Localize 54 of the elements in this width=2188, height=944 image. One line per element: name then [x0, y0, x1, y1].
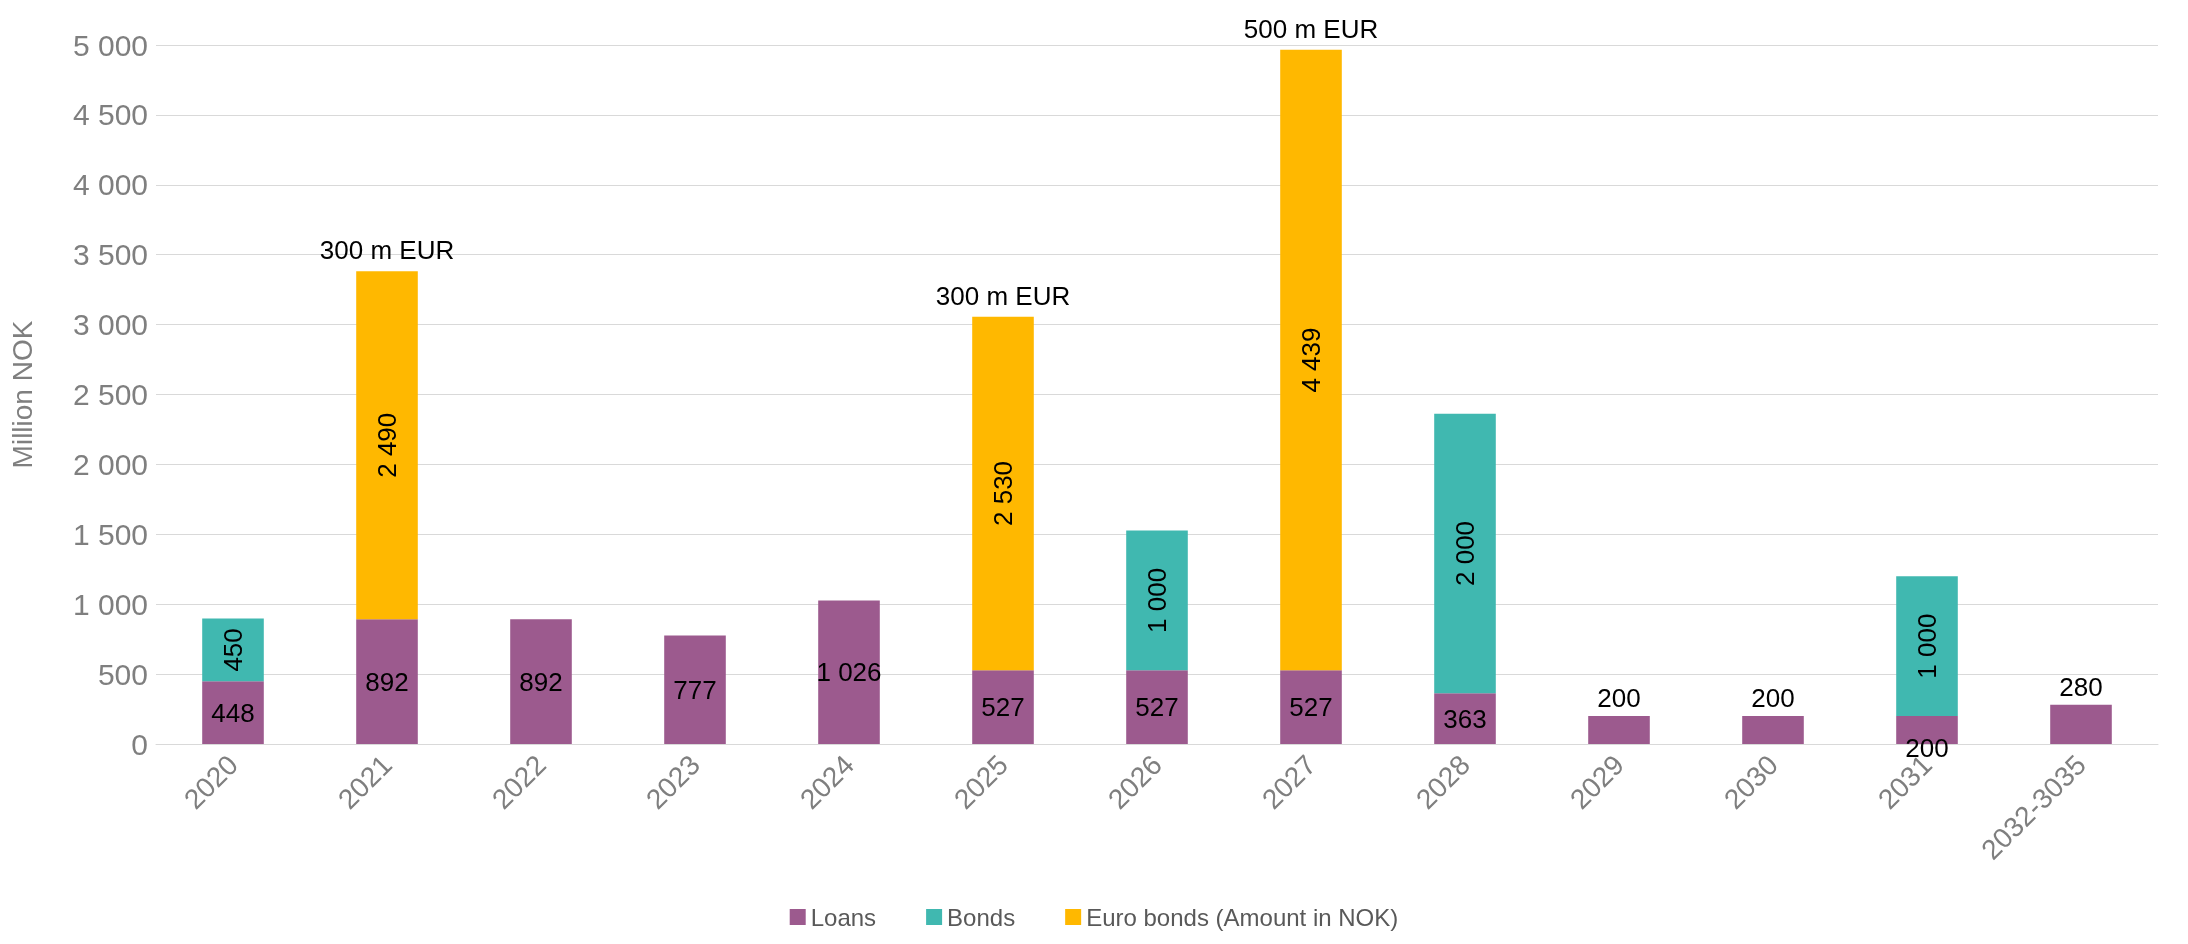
y-tick-label: 1 500	[72, 517, 148, 551]
annotation: 500 m EUR	[1243, 13, 1379, 44]
bar	[972, 670, 1034, 744]
bar	[1280, 670, 1342, 744]
data-label: 2 490	[372, 412, 402, 478]
annotation: 300 m EUR	[935, 280, 1071, 311]
legend-label: Bonds	[947, 903, 1016, 931]
data-label: 363	[1443, 703, 1487, 734]
data-label: 527	[1289, 692, 1333, 723]
data-label: 200	[1597, 683, 1641, 714]
legend-label: Loans	[810, 903, 877, 931]
bar	[510, 619, 572, 744]
data-label: 2 530	[988, 460, 1018, 527]
bar	[1896, 576, 1958, 717]
data-label: 1 000	[1142, 567, 1172, 633]
data-label: 527	[981, 692, 1025, 723]
data-label: 448	[211, 697, 255, 728]
y-tick-label: 5 000	[72, 28, 148, 62]
bar	[202, 618, 264, 682]
y-tick-label: 3 500	[72, 238, 148, 272]
bar	[972, 316, 1034, 671]
data-label: 892	[519, 666, 563, 697]
bar	[1280, 49, 1342, 671]
data-label: 2 000	[1450, 520, 1480, 586]
y-tick-label: 1 000	[72, 587, 148, 621]
y-tick-label: 0	[131, 727, 148, 761]
data-label: 527	[1135, 692, 1179, 723]
y-tick-label: 4 500	[72, 98, 148, 132]
data-label: 892	[365, 666, 409, 697]
data-label: 450	[218, 628, 248, 672]
bar	[2050, 704, 2112, 744]
data-label: 4 439	[1296, 327, 1326, 393]
bar	[818, 600, 880, 744]
bar	[356, 271, 418, 620]
y-axis-title: Million NOK	[6, 320, 38, 469]
y-tick-label: 500	[97, 657, 148, 691]
bar	[1126, 670, 1188, 744]
data-label: 777	[673, 674, 717, 705]
annotation: 300 m EUR	[319, 235, 455, 266]
y-tick-label: 3 000	[72, 308, 148, 342]
data-label: 280	[2059, 671, 2103, 702]
legend-label: Euro bonds (Amount in NOK)	[1086, 903, 1399, 931]
bar	[664, 635, 726, 744]
bar	[1434, 413, 1496, 694]
bar	[202, 681, 264, 744]
bar	[1126, 530, 1188, 671]
y-tick-label: 2 500	[72, 378, 148, 411]
data-label: 200	[1751, 683, 1795, 714]
bar	[356, 619, 418, 744]
bar	[1742, 716, 1804, 744]
y-tick-label: 4 000	[72, 168, 148, 202]
bar	[1588, 716, 1650, 744]
y-tick-label: 2 000	[72, 447, 148, 481]
data-label: 1 000	[1912, 613, 1942, 679]
